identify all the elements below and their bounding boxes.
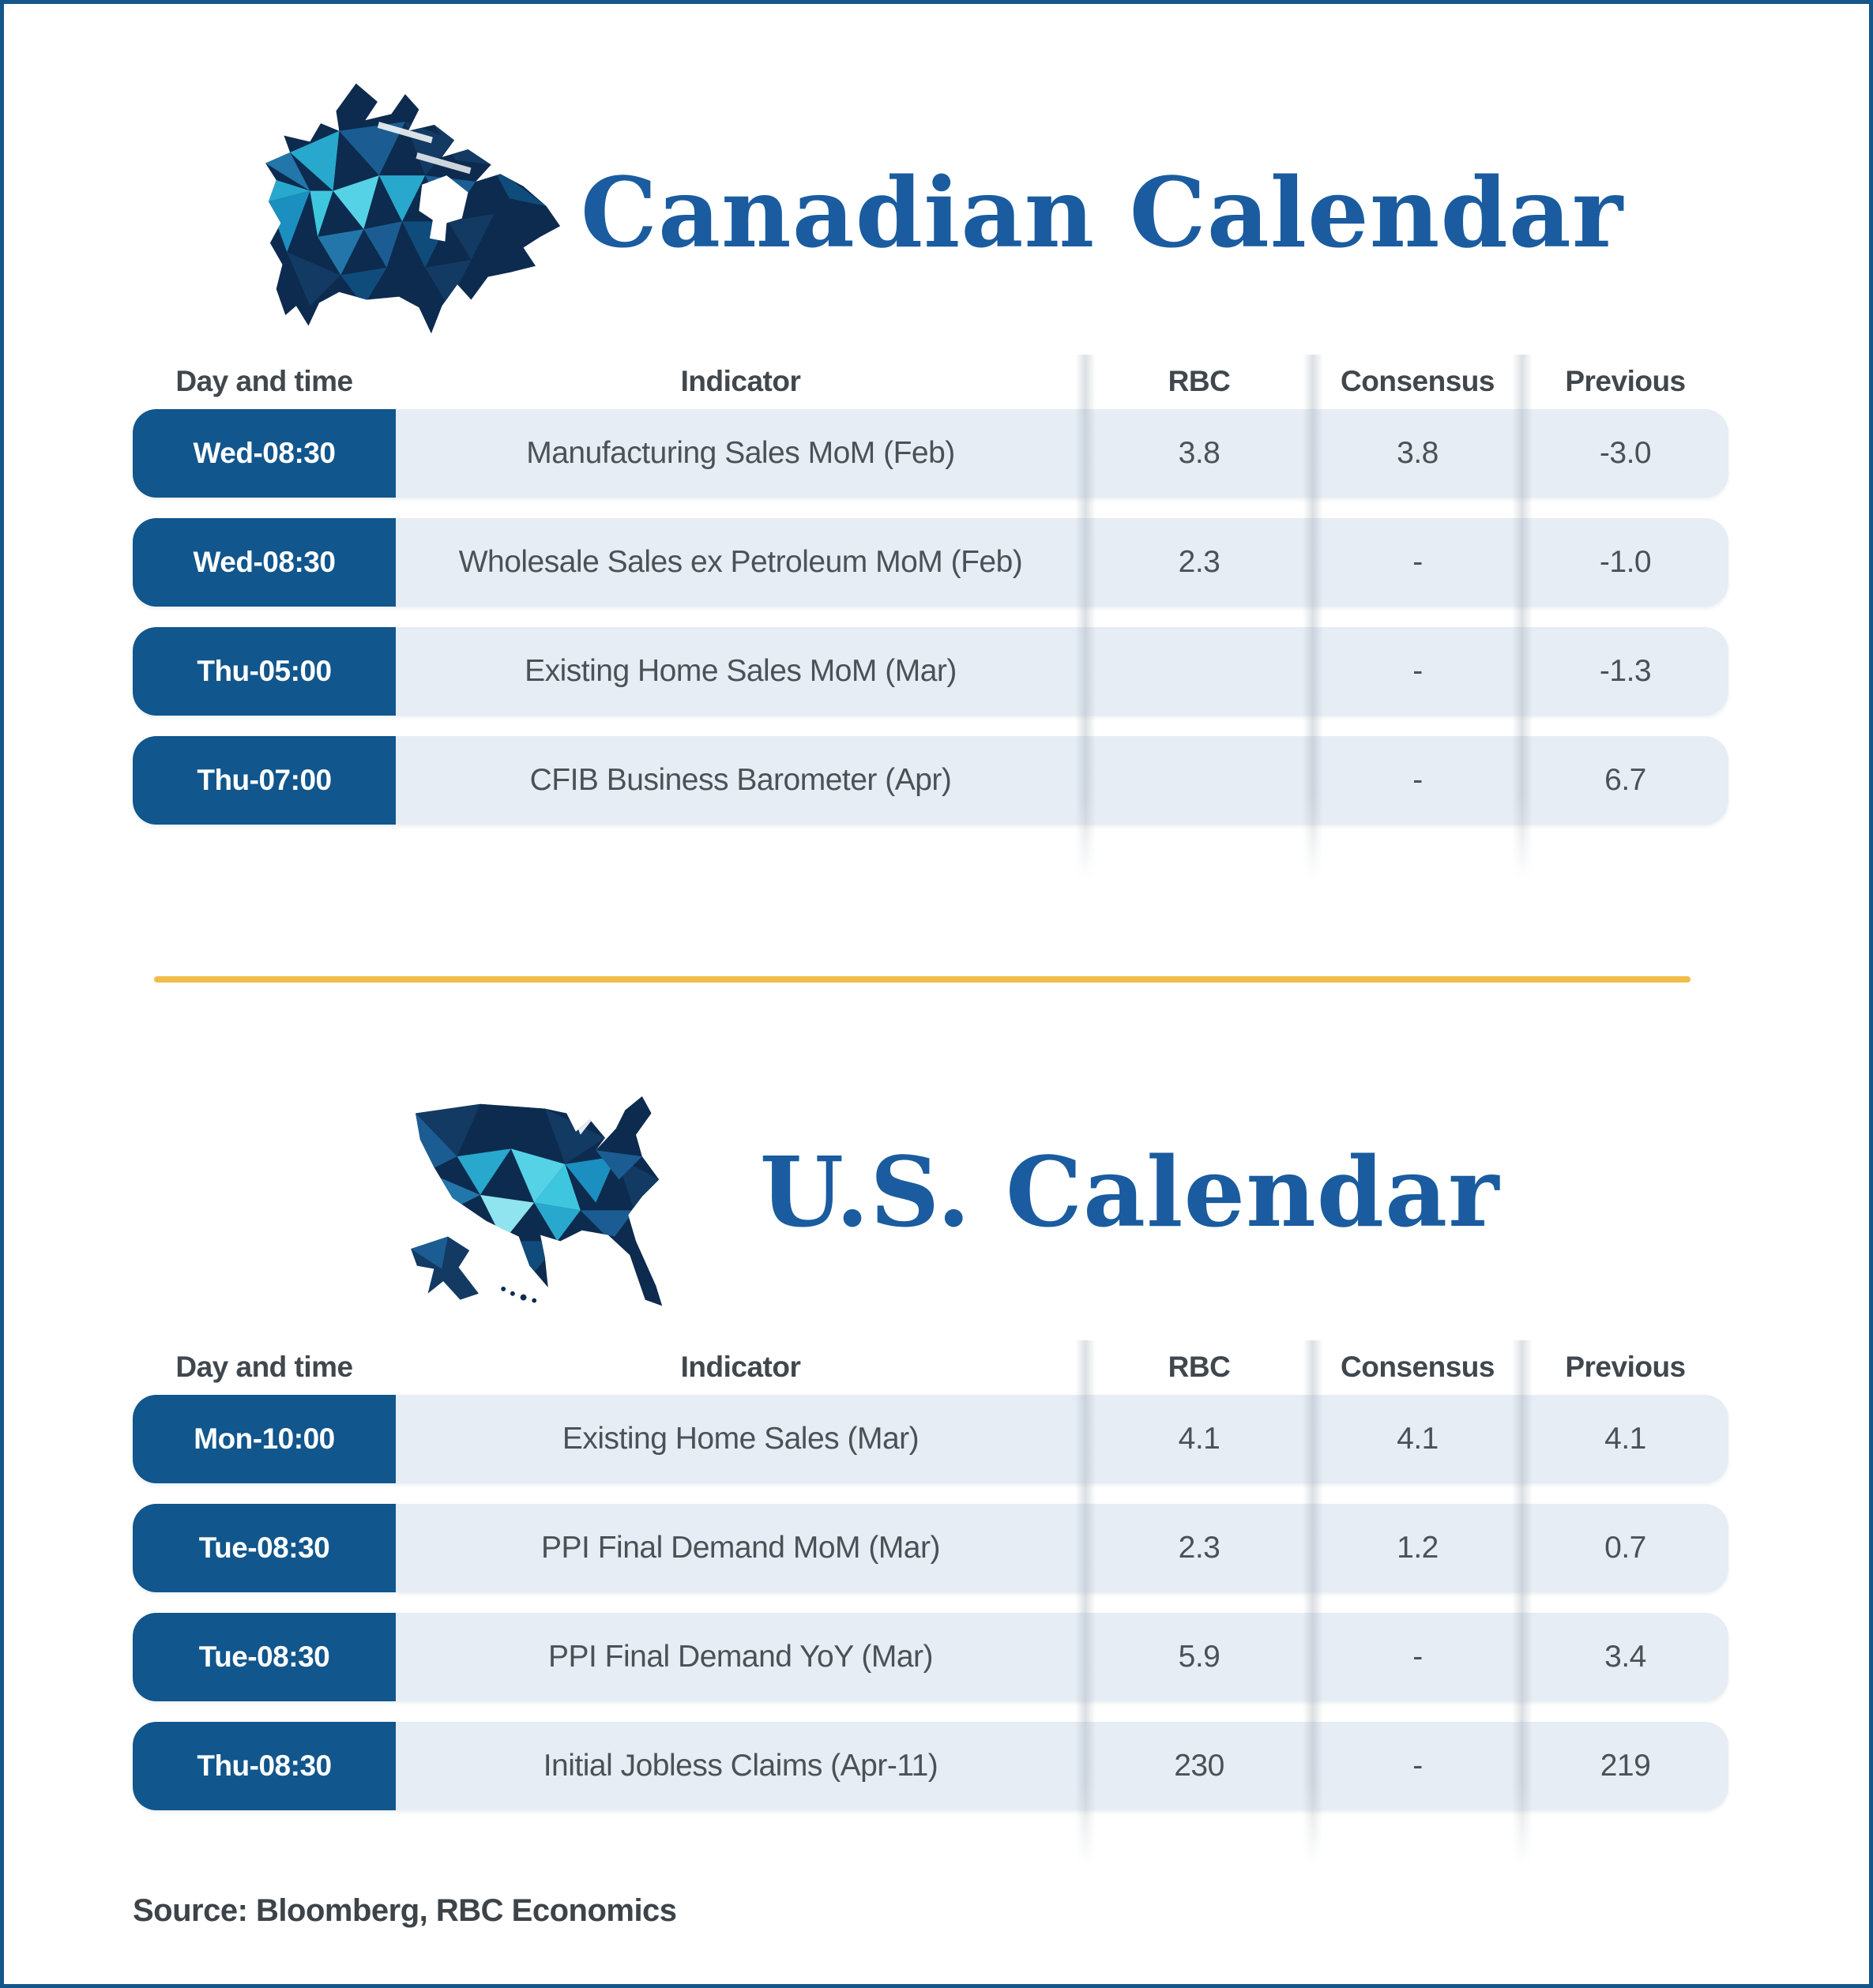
consensus-cell: - <box>1412 763 1423 797</box>
previous-cell: -1.0 <box>1599 545 1652 579</box>
table-row: Tue-08:30 PPI Final Demand MoM (Mar) 2.3… <box>133 1504 1728 1592</box>
col-header-rbc: RBC <box>1168 1351 1231 1383</box>
indicator-cell: Manufacturing Sales MoM (Feb) <box>526 436 955 470</box>
table-header-row: Day and time Indicator RBC Consensus Pre… <box>133 359 1728 404</box>
col-header-rbc: RBC <box>1168 365 1231 397</box>
table-header-row: Day and time Indicator RBC Consensus Pre… <box>133 1345 1728 1389</box>
table-row: Thu-05:00 Existing Home Sales MoM (Mar) … <box>133 627 1728 716</box>
consensus-cell: - <box>1412 545 1423 579</box>
table-row: Tue-08:30 PPI Final Demand YoY (Mar) 5.9… <box>133 1613 1728 1701</box>
previous-cell: 6.7 <box>1604 763 1646 797</box>
rbc-cell <box>1085 736 1313 825</box>
indicator-cell: CFIB Business Barometer (Apr) <box>529 763 952 797</box>
table-row: Wed-08:30 Manufacturing Sales MoM (Feb) … <box>133 409 1728 498</box>
table-row: Thu-07:00 CFIB Business Barometer (Apr) … <box>133 736 1728 825</box>
day-time-pill: Thu-05:00 <box>133 627 396 716</box>
day-time-pill: Thu-08:30 <box>133 1722 396 1810</box>
rbc-cell: 230 <box>1174 1749 1224 1783</box>
indicator-cell: PPI Final Demand MoM (Mar) <box>541 1531 940 1565</box>
day-time-pill: Thu-07:00 <box>133 736 396 825</box>
indicator-cell: Initial Jobless Claims (Apr-11) <box>543 1749 938 1783</box>
previous-cell: 3.4 <box>1604 1640 1646 1674</box>
canadian-calendar-table: Day and time Indicator RBC Consensus Pre… <box>133 355 1728 879</box>
table-row: Wed-08:30 Wholesale Sales ex Petroleum M… <box>133 518 1728 607</box>
table-row: Thu-08:30 Initial Jobless Claims (Apr-11… <box>133 1722 1728 1810</box>
rbc-cell: 2.3 <box>1178 1531 1220 1565</box>
rbc-cell: 5.9 <box>1178 1640 1220 1674</box>
rbc-cell: 3.8 <box>1178 436 1220 470</box>
us-map-icon <box>411 1095 663 1306</box>
consensus-cell: 3.8 <box>1397 436 1439 470</box>
col-header-day-time: Day and time <box>175 1351 353 1383</box>
consensus-cell: 1.2 <box>1397 1531 1439 1565</box>
us-calendar-table: Day and time Indicator RBC Consensus Pre… <box>133 1340 1728 1865</box>
day-time-pill: Wed-08:30 <box>133 409 396 498</box>
indicator-cell: Existing Home Sales MoM (Mar) <box>525 654 957 688</box>
day-time-pill: Tue-08:30 <box>133 1504 396 1592</box>
indicator-cell: PPI Final Demand YoY (Mar) <box>547 1640 934 1674</box>
previous-cell: -1.3 <box>1599 654 1652 688</box>
col-header-previous: Previous <box>1565 365 1686 397</box>
previous-cell: 0.7 <box>1604 1531 1646 1565</box>
source-note: Source: Bloomberg, RBC Economics <box>133 1893 677 1928</box>
indicator-cell: Wholesale Sales ex Petroleum MoM (Feb) <box>458 545 1023 579</box>
indicator-cell: Existing Home Sales (Mar) <box>562 1422 920 1456</box>
day-time-pill: Wed-08:30 <box>133 518 396 607</box>
col-header-consensus: Consensus <box>1341 365 1495 397</box>
day-time-pill: Tue-08:30 <box>133 1613 396 1701</box>
canada-map-icon <box>265 83 561 334</box>
col-header-consensus: Consensus <box>1341 1351 1495 1383</box>
previous-cell: -3.0 <box>1599 436 1652 470</box>
previous-cell: 219 <box>1600 1749 1651 1783</box>
col-header-previous: Previous <box>1565 1351 1686 1383</box>
consensus-cell: - <box>1412 654 1423 688</box>
section-divider-line <box>154 976 1691 983</box>
col-header-day-time: Day and time <box>175 365 353 397</box>
consensus-cell: - <box>1412 1640 1423 1674</box>
consensus-cell: - <box>1412 1749 1423 1783</box>
previous-cell: 4.1 <box>1604 1422 1646 1456</box>
col-header-indicator: Indicator <box>680 1351 801 1383</box>
consensus-cell: 4.1 <box>1397 1422 1439 1456</box>
canadian-calendar-title: Canadian Calendar <box>580 156 1624 269</box>
table-row: Mon-10:00 Existing Home Sales (Mar) 4.1 … <box>133 1395 1728 1483</box>
day-time-pill: Mon-10:00 <box>133 1395 396 1483</box>
us-table-rows: Mon-10:00 Existing Home Sales (Mar) 4.1 … <box>133 1395 1728 1810</box>
us-calendar-title: U.S. Calendar <box>759 1135 1500 1249</box>
rbc-cell: 2.3 <box>1178 545 1220 579</box>
rbc-cell <box>1085 627 1313 716</box>
rbc-cell: 4.1 <box>1178 1422 1220 1456</box>
col-header-indicator: Indicator <box>680 365 801 397</box>
canadian-table-rows: Wed-08:30 Manufacturing Sales MoM (Feb) … <box>133 409 1728 825</box>
